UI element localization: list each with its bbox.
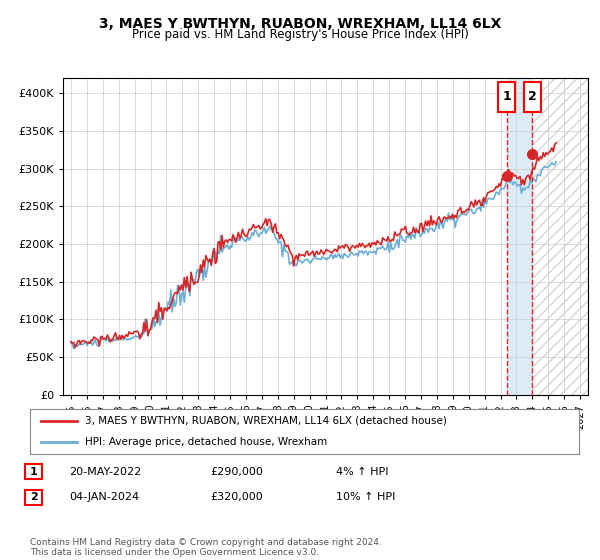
FancyBboxPatch shape — [497, 82, 515, 111]
Text: 10% ↑ HPI: 10% ↑ HPI — [336, 492, 395, 502]
Text: 3, MAES Y BWTHYN, RUABON, WREXHAM, LL14 6LX: 3, MAES Y BWTHYN, RUABON, WREXHAM, LL14 … — [99, 17, 501, 31]
Text: 3, MAES Y BWTHYN, RUABON, WREXHAM, LL14 6LX (detached house): 3, MAES Y BWTHYN, RUABON, WREXHAM, LL14 … — [85, 416, 447, 426]
Text: Price paid vs. HM Land Registry's House Price Index (HPI): Price paid vs. HM Land Registry's House … — [131, 28, 469, 41]
Bar — [506, 78, 532, 395]
Text: £290,000: £290,000 — [210, 466, 263, 477]
Text: HPI: Average price, detached house, Wrexham: HPI: Average price, detached house, Wrex… — [85, 436, 327, 446]
Bar — [532, 78, 588, 395]
Text: 2: 2 — [528, 90, 537, 103]
FancyBboxPatch shape — [524, 82, 541, 111]
Text: 20-MAY-2022: 20-MAY-2022 — [69, 466, 141, 477]
Text: 2: 2 — [30, 492, 37, 502]
Text: 1: 1 — [30, 466, 37, 477]
Text: 1: 1 — [502, 90, 511, 103]
Text: 4% ↑ HPI: 4% ↑ HPI — [336, 466, 389, 477]
Text: 04-JAN-2024: 04-JAN-2024 — [69, 492, 139, 502]
Text: Contains HM Land Registry data © Crown copyright and database right 2024.
This d: Contains HM Land Registry data © Crown c… — [30, 538, 382, 557]
Text: £320,000: £320,000 — [210, 492, 263, 502]
